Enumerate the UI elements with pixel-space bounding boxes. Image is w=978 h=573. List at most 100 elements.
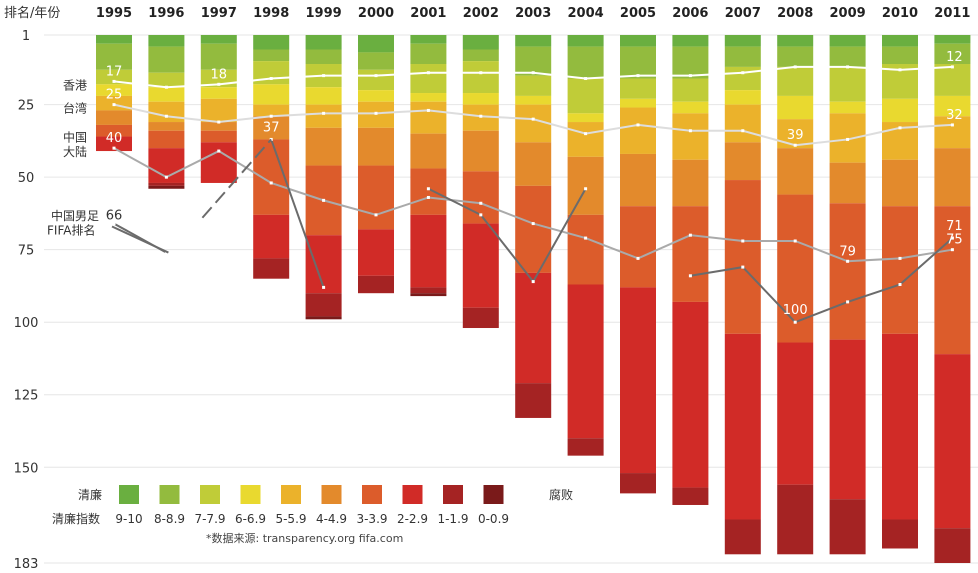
bar-segment <box>777 95 814 120</box>
series-point <box>846 65 850 69</box>
y-tick-label: 1 <box>22 29 30 44</box>
bar-segment <box>410 214 447 288</box>
series-point <box>426 108 430 112</box>
y-axis-title: 排名/年份 <box>4 5 60 21</box>
bar-segment <box>148 87 185 102</box>
year-label: 2000 <box>358 6 394 21</box>
bar-segment <box>515 46 552 76</box>
legend: 清廉 9-10 8-8.9 7-7.9 6-6.9 5-5.9 4-4.9 3-3.9 2-2.… <box>52 485 573 545</box>
data-label: 66 <box>106 209 123 224</box>
data-label: 100 <box>783 303 808 318</box>
bar-segment <box>148 122 185 131</box>
bar-segment <box>620 78 656 99</box>
series-point <box>898 282 902 286</box>
series-point <box>426 187 430 191</box>
series-point <box>793 65 797 69</box>
bar-segment <box>882 519 918 549</box>
bar-segment <box>410 35 447 44</box>
bar-segment <box>96 69 132 85</box>
data-label: 37 <box>263 120 280 135</box>
series-point <box>584 77 588 81</box>
series-point <box>741 71 745 75</box>
bar-segment <box>777 342 814 485</box>
legend-swatch <box>402 485 423 504</box>
x-axis: 1995 1996 1997 1998 1999 2000 2001 2002 2003 2004… <box>96 6 971 21</box>
bar-segment <box>934 148 971 207</box>
series-point <box>950 248 954 252</box>
legend-swatch <box>281 485 301 504</box>
series-point <box>531 280 535 284</box>
series-point <box>374 74 378 78</box>
bar-segment <box>148 185 185 189</box>
bar-segment <box>148 72 185 88</box>
series-point <box>793 320 797 324</box>
bar-segment <box>620 206 656 288</box>
bar-segment <box>724 46 761 67</box>
series-point <box>741 265 745 269</box>
year-label: 2010 <box>882 6 918 21</box>
data-label: 25 <box>106 88 123 103</box>
series-point <box>164 85 168 89</box>
bar-segment <box>358 275 394 294</box>
series-point <box>584 236 588 240</box>
bar-segment <box>305 35 342 50</box>
bar-segment <box>410 133 447 169</box>
legend-range-label: 2-2.9 <box>397 512 428 526</box>
bar-segment <box>410 64 447 94</box>
series-point <box>374 111 378 115</box>
bar-segment <box>305 104 342 128</box>
bar-segment <box>200 87 237 99</box>
series-name-china-line2: 大陆 <box>63 144 87 159</box>
series-point <box>531 117 535 121</box>
legend-range-label: 8-8.9 <box>154 512 185 526</box>
bar-segment <box>253 49 290 62</box>
bar-segment <box>200 43 237 70</box>
data-label: 71 <box>946 219 963 234</box>
bar-segment <box>567 284 604 439</box>
bar-segment <box>515 142 552 186</box>
series-point <box>269 181 273 185</box>
bar-segment <box>462 49 499 62</box>
series-point <box>269 77 273 81</box>
legend-swatch <box>119 485 139 504</box>
bar-segment <box>829 339 866 500</box>
legend-range-label: 3-3.9 <box>356 512 387 526</box>
y-tick-label: 50 <box>18 171 35 186</box>
bar-segment <box>305 49 342 65</box>
series-name-china-line1: 中国 <box>63 130 87 145</box>
data-label: 79 <box>839 244 856 259</box>
series-lines <box>111 65 954 324</box>
source-note: *数据来源: transparency.org fifa.com <box>206 531 403 545</box>
series-point <box>688 233 692 237</box>
bar-segment <box>148 182 185 186</box>
series-point <box>898 68 902 72</box>
year-label: 2011 <box>934 6 970 21</box>
bar-segment <box>358 35 394 53</box>
bar-segment <box>934 95 971 117</box>
series-line <box>270 139 325 288</box>
bar-segment <box>200 98 237 123</box>
series-point <box>112 146 116 150</box>
fifa-gap-line <box>201 138 272 219</box>
legend-swatch <box>321 485 342 504</box>
bar-segment <box>515 95 552 105</box>
bar-segment <box>724 35 761 47</box>
legend-swatch <box>159 485 180 504</box>
year-label: 1999 <box>306 6 342 21</box>
series-point <box>217 82 221 86</box>
bar-segment <box>934 528 971 563</box>
bar-segment <box>724 104 761 143</box>
y-tick-label: 183 <box>14 557 39 572</box>
bar-segment <box>620 153 656 207</box>
bar-segment <box>620 473 656 494</box>
series-point <box>322 111 326 115</box>
bar-segment <box>200 142 237 183</box>
year-label: 1997 <box>201 6 237 21</box>
legend-swatch <box>362 485 382 504</box>
year-label: 2008 <box>777 6 813 21</box>
series-line <box>690 237 954 324</box>
bar-segment <box>515 35 552 47</box>
bar-segment <box>829 101 866 114</box>
bar-segment <box>777 148 814 195</box>
